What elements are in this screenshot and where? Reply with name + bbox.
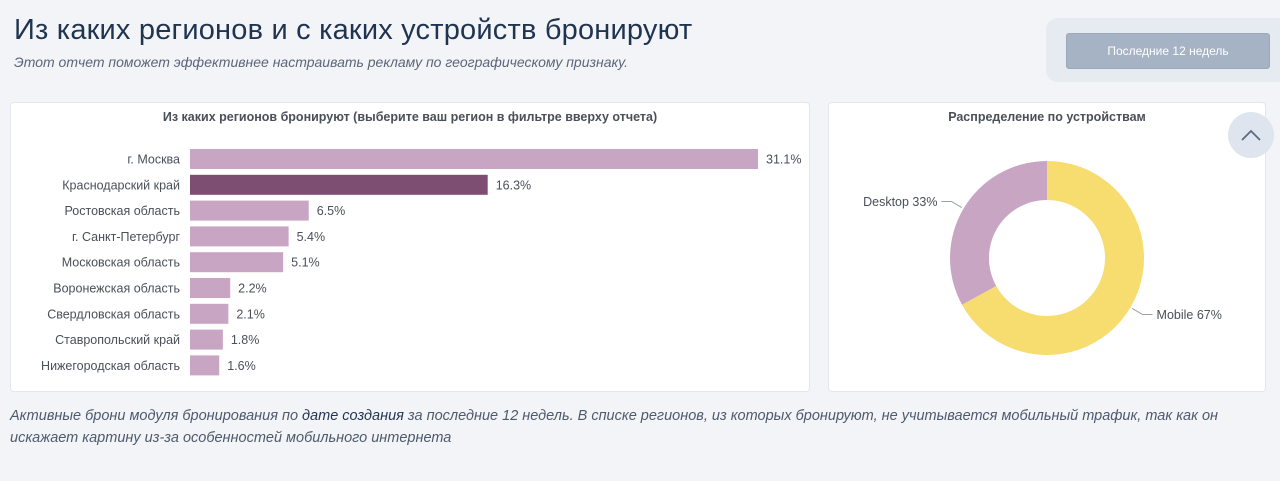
bar-category-label: Московская область <box>62 256 180 270</box>
bar-category-label: Нижегородская область <box>41 359 180 373</box>
bar-category-label: Свердловская область <box>47 307 180 321</box>
donut-leader-line-1 <box>941 200 963 209</box>
footer-note-highlight[interactable]: дате создания <box>302 408 404 424</box>
page-subtitle: Этот отчет поможет эффективнее настраива… <box>14 54 629 70</box>
bar-8[interactable] <box>190 355 220 376</box>
bar-category-label: Воронежская область <box>53 282 180 296</box>
chevron-up-icon <box>1241 129 1261 141</box>
bar-6[interactable] <box>190 303 229 324</box>
donut-slice-0[interactable] <box>961 161 1144 355</box>
bar-category-label: г. Москва <box>127 153 180 167</box>
regions-chart-title: Из каких регионов бронируют (выберите ва… <box>162 110 658 124</box>
bar-value-label: 5.4% <box>297 230 326 244</box>
donut-slice-label: Mobile 67% <box>1157 308 1222 322</box>
donut-slice-1[interactable] <box>950 161 1047 305</box>
period-filter-button[interactable]: Последние 12 недель <box>1066 33 1270 69</box>
donut-slice-label: Desktop 33% <box>863 195 937 209</box>
filter-panel: Последние 12 недель <box>1046 18 1280 82</box>
bar-value-label: 1.8% <box>231 333 260 347</box>
bar-category-label: Ставропольский край <box>55 333 180 347</box>
bar-2[interactable] <box>190 200 309 221</box>
bar-value-label: 31.1% <box>766 153 801 167</box>
bar-3[interactable] <box>190 226 289 247</box>
bar-value-label: 2.1% <box>236 307 265 321</box>
bar-value-label: 1.6% <box>227 359 256 373</box>
regions-chart-card: Из каких регионов бронируют (выберите ва… <box>10 102 810 392</box>
devices-chart-card: Распределение по устройствам Mobile 67% D… <box>828 102 1266 392</box>
bar-value-label: 2.2% <box>238 282 266 296</box>
bar-5[interactable] <box>190 278 231 298</box>
bar-1[interactable] <box>190 174 488 195</box>
bar-4[interactable] <box>190 252 284 273</box>
devices-chart-title: Распределение по устройствам <box>948 110 1146 124</box>
regions-bar-chart: г. Москва 31.1% Краснодарский край 16.3% Рос… <box>41 149 801 376</box>
bar-value-label: 6.5% <box>317 204 346 218</box>
devices-donut-chart: Mobile 67% Desktop 33% <box>863 161 1222 355</box>
bar-category-label: Краснодарский край <box>62 178 180 192</box>
bar-value-label: 5.1% <box>291 256 320 270</box>
bar-category-label: г. Санкт-Петербург <box>72 230 180 244</box>
scroll-up-button[interactable] <box>1228 112 1274 158</box>
footer-note-part1: Активные брони модуля бронирования по <box>10 408 303 424</box>
bar-0[interactable] <box>190 149 758 169</box>
donut-leader-line-0 <box>1131 307 1153 316</box>
page-title: Из каких регионов и с каких устройств бр… <box>14 14 693 46</box>
bar-7[interactable] <box>190 329 223 350</box>
bar-value-label: 16.3% <box>496 178 531 192</box>
footer-note: Активные брони модуля бронирования по да… <box>10 405 1270 449</box>
bar-category-label: Ростовская область <box>65 204 181 218</box>
footer-note-part2: за последние 12 недель. В списке регионо… <box>10 408 1219 446</box>
